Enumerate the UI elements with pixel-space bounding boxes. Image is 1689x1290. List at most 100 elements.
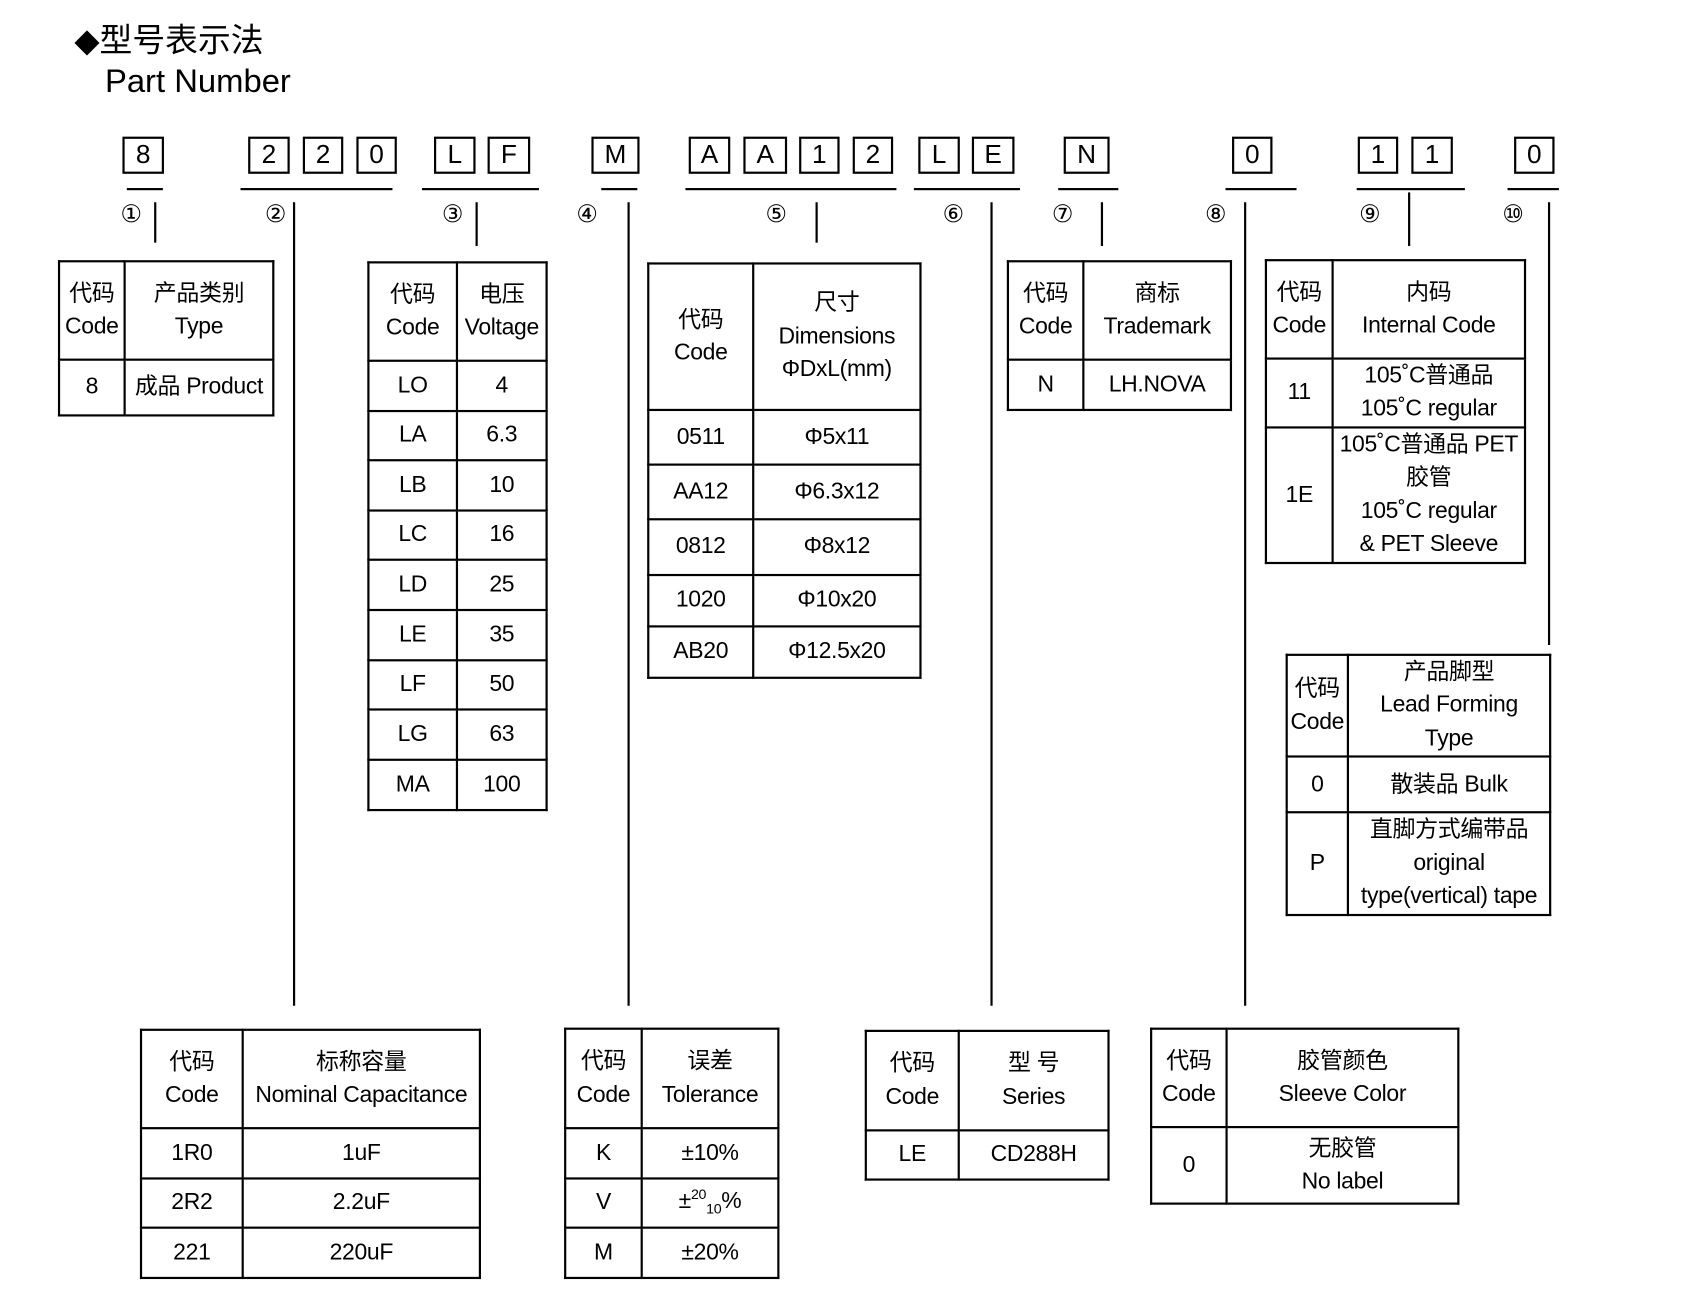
tolerance-suffix: % [721, 1188, 742, 1214]
connector-line [475, 202, 478, 246]
value-cell: 63 [455, 708, 548, 761]
connector-line [154, 202, 157, 243]
segment-number: ⑧ [1204, 200, 1227, 228]
code-cell: LE [864, 1129, 960, 1181]
table-row: 8 成品 Product [57, 358, 275, 417]
code-cell: K [564, 1127, 643, 1180]
connector-line [1547, 202, 1551, 645]
code-cell: LO [367, 359, 459, 413]
table-row: 1R0 1uF [139, 1127, 482, 1180]
header-row: 代码 Code 型 号 Series [864, 1029, 1110, 1132]
value-cell: 25 [455, 558, 548, 612]
segment-underline [913, 188, 1020, 191]
segment-number: ④ [576, 200, 598, 228]
capacitance-table: 代码 Code 标称容量 Nominal Capacitance 1R0 1uF 2R2… [139, 1028, 482, 1280]
segment-underline [421, 188, 539, 191]
value-cell: 无胶管 No label [1225, 1125, 1460, 1205]
dimensions-table: 代码 Code 尺寸 Dimensions ΦDxL(mm) 0511 Φ5x11 AA… [647, 262, 922, 679]
header-row: 代码 Code 产品脚型 Lead Forming Type [1285, 653, 1552, 758]
table-row: 221 220uF [139, 1226, 482, 1280]
code-cell: LE [367, 608, 459, 662]
part-char-box: 2 [248, 136, 290, 174]
value-cell: ±20% [640, 1226, 780, 1280]
header-row: 代码 Code 商标 Trademark [1006, 260, 1233, 361]
part-char-box: 2 [852, 136, 894, 174]
code-cell: LG [367, 708, 459, 761]
segment-number: ③ [441, 200, 464, 228]
table-row: 0511 Φ5x11 [647, 408, 922, 466]
table-row: 1E 105˚C普通品 PET 胶管 105˚C regular & PET Sl… [1264, 426, 1527, 564]
internal-code-table: 代码 Code 内码 Internal Code 11 105˚C普通品 105˚C … [1264, 259, 1527, 564]
tolerance-prefix: ± [678, 1188, 692, 1214]
code-cell: 8 [57, 358, 126, 417]
value-cell: 10 [455, 459, 548, 512]
value-header: 商标 Trademark [1082, 260, 1233, 361]
code-header: 代码 Code [1264, 259, 1334, 360]
table-row: LF 50 [367, 659, 548, 711]
table-row: LD 25 [367, 558, 548, 612]
header-row: 代码 Code 误差 Tolerance [564, 1027, 780, 1130]
part-char-box: L [434, 136, 476, 174]
segment-underline [240, 188, 393, 191]
tolerance-table: 代码 Code 误差 Tolerance K ±10% V ±2010% M ±20% [564, 1027, 780, 1280]
table-row: AB20 Φ12.5x20 [647, 625, 922, 679]
segment-underline [1058, 188, 1119, 191]
tolerance-sub: 10 [706, 1201, 722, 1218]
part-char-box: 2 [302, 136, 344, 174]
part-char-box: A [688, 136, 731, 174]
segment-underline [601, 188, 638, 191]
value-header: 误差 Tolerance [640, 1027, 780, 1130]
code-cell: V [564, 1177, 643, 1229]
table-row: M ±20% [564, 1226, 780, 1280]
part-char-box: 1 [1411, 136, 1453, 174]
code-cell: 1E [1264, 426, 1334, 564]
value-cell: Φ5x11 [752, 408, 922, 466]
series-table: 代码 Code 型 号 Series LE CD288H [864, 1029, 1110, 1181]
table-row: N LH.NOVA [1006, 358, 1233, 412]
code-cell: 2R2 [139, 1177, 244, 1229]
voltage-table: 代码 Code 电压 Voltage LO 4 LA 6.3 LB 10 LC 16 LD 25 LE 3… [367, 261, 548, 812]
code-header: 代码 Code [564, 1027, 643, 1130]
table-row: 0 无胶管 No label [1150, 1125, 1460, 1205]
page-subtitle: Part Number [104, 63, 291, 100]
value-cell: 105˚C普通品 PET 胶管 105˚C regular & PET Slee… [1331, 426, 1527, 564]
part-char-box: A [743, 136, 788, 174]
segment-number: ⑩ [1502, 200, 1524, 228]
code-cell: LD [367, 558, 459, 612]
code-cell: MA [367, 758, 459, 812]
code-header: 代码 Code [647, 262, 755, 412]
value-header: 内码 Internal Code [1331, 259, 1527, 360]
segment-number: ⑦ [1051, 200, 1074, 228]
value-header: 胶管颜色 Sleeve Color [1225, 1027, 1460, 1129]
table-row: LG 63 [367, 708, 548, 761]
code-cell: 0 [1285, 755, 1350, 814]
value-header: 产品脚型 Lead Forming Type [1346, 653, 1552, 758]
value-cell: ±2010% [640, 1177, 780, 1229]
connector-line [1244, 202, 1247, 1006]
code-cell: 0 [1150, 1125, 1228, 1205]
value-cell: CD288H [957, 1129, 1110, 1181]
value-cell: 散装品 Bulk [1346, 755, 1552, 814]
part-char-box: M [591, 136, 640, 174]
table-row: 0 散装品 Bulk [1285, 755, 1552, 814]
value-cell: Φ8x12 [752, 518, 922, 577]
lead-forming-table: 代码 Code 产品脚型 Lead Forming Type 0 散装品 Bulk P 直… [1285, 653, 1552, 916]
code-cell: 221 [139, 1226, 244, 1280]
value-header: 型 号 Series [957, 1029, 1110, 1132]
code-cell: 0812 [647, 518, 755, 577]
table-row: AA12 Φ6.3x12 [647, 463, 922, 521]
part-char-box: N [1063, 136, 1110, 174]
value-header: 标称容量 Nominal Capacitance [241, 1028, 482, 1130]
connector-line [1100, 202, 1104, 246]
connector-line [292, 202, 296, 1006]
code-cell: P [1285, 811, 1350, 916]
value-cell: LH.NOVA [1082, 358, 1233, 412]
connector-line [627, 202, 630, 1006]
header-row: 代码 Code 尺寸 Dimensions ΦDxL(mm) [647, 262, 922, 412]
code-header: 代码 Code [57, 260, 126, 361]
segment-number: ⑨ [1358, 200, 1381, 228]
part-char-box: 1 [799, 136, 840, 174]
value-header: 电压 Voltage [455, 261, 548, 362]
value-header: 产品类别 Type [123, 260, 275, 361]
